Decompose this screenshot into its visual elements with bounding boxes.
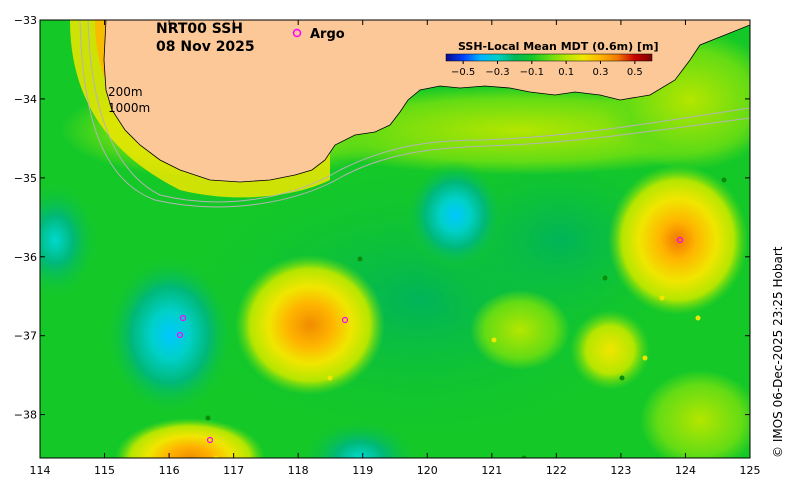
colorbar-ticks: −0.5 −0.3 −0.1 0.1 0.3 0.5 <box>451 61 643 78</box>
x-tick-label: 118 <box>288 464 309 477</box>
argo-float-marker <box>341 316 349 324</box>
argo-float-marker <box>179 314 187 322</box>
drifter-points <box>205 177 727 458</box>
argo-float-marker <box>176 331 184 339</box>
colorbar-tick-label: 0.3 <box>593 67 609 78</box>
colorbar-tick-label: −0.5 <box>451 67 475 78</box>
y-tick-label: −33 <box>14 14 37 27</box>
argo-floats <box>176 236 684 444</box>
y-tick-label: −34 <box>14 93 37 106</box>
map-date: 08 Nov 2025 <box>156 39 255 55</box>
y-tick-label: −38 <box>14 409 37 422</box>
ssh-field <box>40 20 750 458</box>
colorbar-tick-label: 0.5 <box>627 67 643 78</box>
x-tick-label: 115 <box>94 464 115 477</box>
warm-eddy <box>115 418 265 458</box>
ssh-lime-zone <box>470 290 570 370</box>
argo-legend: Argo <box>292 27 345 42</box>
isobath-200m-label: 200m <box>108 85 143 99</box>
y-axis: −33 −34 −35 −36 −37 −38 <box>14 14 750 422</box>
isobath-1000m <box>79 20 750 208</box>
x-tick-label: 125 <box>740 464 761 477</box>
colorbar: SSH-Local Mean MDT (0.6m) [m] −0.5 −0.3 −0… <box>445 40 658 78</box>
argo-float-marker <box>676 236 684 244</box>
x-tick-label: 119 <box>352 464 373 477</box>
y-tick-label: −37 <box>14 330 37 343</box>
colorbar-tick-label: −0.3 <box>485 67 509 78</box>
plot-frame <box>39 19 751 459</box>
y-tick-label: −36 <box>14 251 37 264</box>
cold-eddy <box>40 180 100 300</box>
product-title: NRT00 SSH <box>156 21 243 37</box>
x-tick-label: 114 <box>30 464 51 477</box>
argo-legend-label: Argo <box>310 27 345 42</box>
boundary-current <box>70 20 330 198</box>
warm-eddy <box>235 255 385 395</box>
cold-eddy <box>300 418 420 458</box>
argo-float-marker <box>206 436 214 444</box>
colorbar-tick-label: −0.1 <box>520 67 544 78</box>
x-axis: 114 115 116 117 118 119 120 121 122 123 124 125 <box>30 20 761 477</box>
colorbar-title: SSH-Local Mean MDT (0.6m) [m] <box>458 40 658 53</box>
y-tick-label: −35 <box>14 172 37 185</box>
imos-credit: © IMOS 06-Dec-2025 23:25 Hobart <box>771 246 785 458</box>
x-tick-label: 121 <box>481 464 502 477</box>
x-tick-label: 122 <box>546 464 567 477</box>
isobath-200m <box>87 20 750 203</box>
x-tick-label: 116 <box>159 464 180 477</box>
argo-legend-icon <box>292 28 302 38</box>
x-tick-label: 117 <box>223 464 244 477</box>
colorbar-ramp <box>445 53 653 62</box>
ssh-lime-zone <box>570 310 650 390</box>
ssh-lime-zone <box>640 370 750 458</box>
cold-eddy <box>405 160 505 270</box>
x-tick-label: 120 <box>417 464 438 477</box>
colorbar-tick-label: 0.1 <box>558 67 574 78</box>
isobath-1000m-label: 1000m <box>108 101 150 115</box>
x-tick-label: 124 <box>675 464 696 477</box>
x-tick-label: 123 <box>610 464 631 477</box>
cold-eddy <box>105 255 235 415</box>
